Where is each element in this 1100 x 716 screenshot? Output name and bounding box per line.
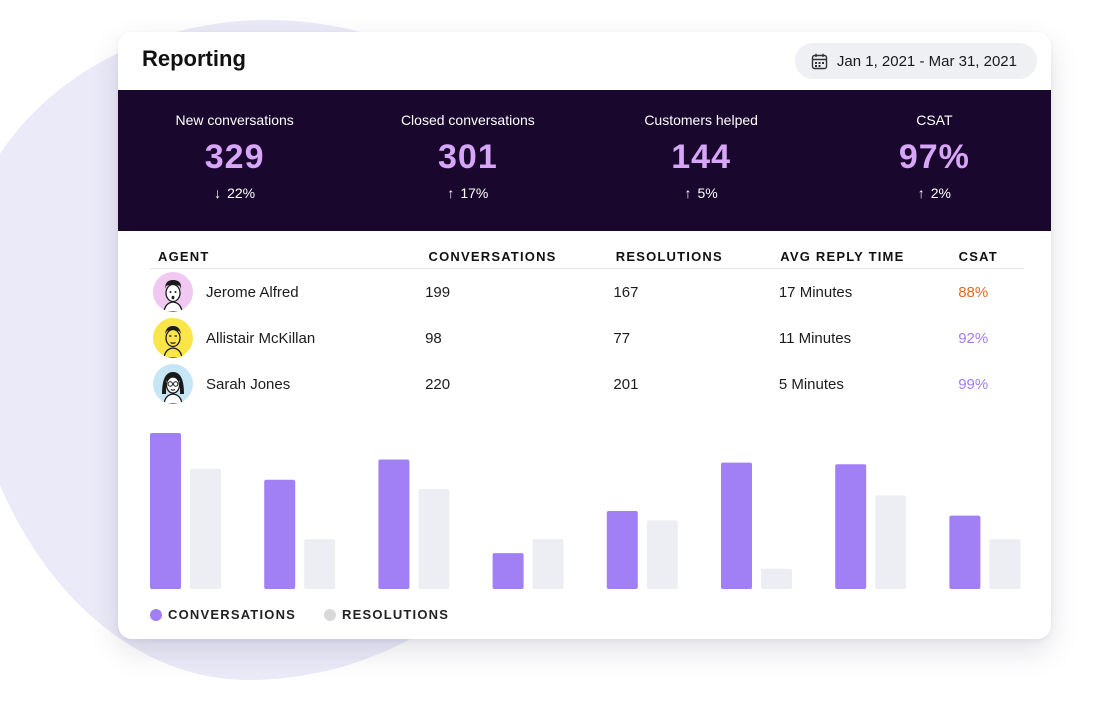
bar-conversations-8: [949, 515, 981, 589]
resolutions-cell: 77: [613, 329, 631, 347]
agent-name: Jerome Alfred: [206, 283, 299, 301]
bar-resolutions-3: [418, 489, 450, 589]
column-header-resolutions[interactable]: RESOLUTIONS: [615, 248, 723, 264]
stat-csat: CSAT 97% ↑ 2%: [818, 90, 1051, 231]
legend-dot-conversations: [150, 608, 162, 621]
table-row[interactable]: Sarah Jones 220 201 5 Minutes 99%: [150, 361, 1024, 407]
agent-name: Sarah Jones: [206, 375, 291, 393]
stat-label: CSAT: [916, 112, 953, 128]
resolutions-cell: 167: [613, 283, 639, 301]
stat-change-value: 17%: [460, 185, 489, 201]
bar-resolutions-4: [532, 539, 564, 589]
date-range-label: Jan 1, 2021 - Mar 31, 2021: [836, 52, 1017, 70]
bar-resolutions-1: [190, 468, 221, 589]
legend-dot-resolutions: [324, 608, 337, 621]
avg-reply-cell: 17 Minutes: [778, 283, 853, 301]
stat-value: 301: [438, 138, 498, 176]
table-row[interactable]: Jerome Alfred 199 167 17 Minutes 88%: [150, 269, 1024, 315]
column-header-agent[interactable]: AGENT: [158, 248, 210, 264]
conversations-cell: 98: [425, 329, 442, 347]
stat-value: 144: [671, 138, 731, 176]
bar-conversations-2: [264, 479, 296, 589]
column-header-conversations[interactable]: CONVERSATIONS: [428, 248, 557, 264]
resolutions-cell: 201: [613, 375, 639, 393]
bar-resolutions-8: [989, 539, 1021, 589]
legend-label: RESOLUTIONS: [342, 607, 450, 622]
bar-conversations-1: [150, 433, 181, 589]
arrow-up-icon: ↑: [684, 185, 692, 201]
calendar-icon: [811, 53, 828, 70]
bar-conversations-4: [492, 553, 524, 589]
legend-item-resolutions[interactable]: RESOLUTIONS: [324, 607, 449, 622]
bar-conversations-3: [378, 459, 410, 589]
legend-label: CONVERSATIONS: [168, 607, 297, 622]
arrow-up-icon: ↑: [447, 185, 455, 201]
avg-reply-cell: 11 Minutes: [778, 329, 852, 347]
csat-cell: 92%: [958, 329, 989, 347]
conversations-cell: 199: [425, 283, 451, 301]
legend-item-conversations[interactable]: CONVERSATIONS: [150, 607, 296, 622]
stat-change: ↑ 17%: [351, 185, 584, 201]
bar-resolutions-5: [646, 520, 678, 589]
card-header: Reporting Jan 1, 2021 - Mar 31, 2021: [118, 32, 1051, 90]
avatar: [153, 318, 193, 358]
agents-table: AGENT CONVERSATIONS RESOLUTIONS AVG REPL…: [150, 244, 1024, 407]
avatar: [153, 364, 193, 404]
bar-conversations-5: [606, 511, 638, 589]
reporting-card: Reporting Jan 1, 2021 - Mar 31, 2021: [118, 32, 1051, 639]
csat-cell: 88%: [958, 283, 989, 301]
bar-resolutions-7: [875, 495, 907, 589]
bar-conversations-6: [721, 462, 752, 589]
avatar: [153, 272, 193, 312]
stat-label: New conversations: [175, 112, 294, 128]
table-row[interactable]: Allistair McKillan 98 77 11 Minutes 92%: [150, 315, 1024, 361]
stat-value: 97%: [898, 138, 970, 176]
stats-banner: New conversations 329 ↓ 22% Closed conver…: [118, 90, 1051, 231]
conversations-cell: 220: [425, 375, 451, 393]
stat-change: ↑ 2%: [818, 185, 1051, 201]
agent-cell: Allistair McKillan: [150, 318, 425, 358]
stat-value: 329: [204, 138, 265, 176]
column-header-avg-reply-time[interactable]: AVG REPLY TIME: [780, 248, 905, 264]
date-range-picker[interactable]: Jan 1, 2021 - Mar 31, 2021: [794, 43, 1037, 79]
agent-cell: Jerome Alfred: [150, 272, 425, 312]
stat-change-value: 2%: [930, 185, 951, 201]
agent-cell: Sarah Jones: [150, 364, 425, 404]
avg-reply-cell: 5 Minutes: [778, 375, 844, 393]
stat-change: ↓ 22%: [118, 185, 351, 201]
column-header-csat[interactable]: CSAT: [958, 248, 998, 264]
stat-change: ↑ 5%: [585, 185, 818, 201]
page-title: Reporting: [142, 46, 246, 71]
agent-name: Allistair McKillan: [206, 329, 316, 347]
stat-customers-helped: Customers helped 144 ↑ 5%: [585, 90, 818, 231]
csat-cell: 99%: [958, 375, 989, 393]
chart-legend: CONVERSATIONS RESOLUTIONS: [150, 607, 449, 622]
arrow-up-icon: ↑: [917, 185, 925, 201]
stat-change-value: 5%: [697, 185, 718, 201]
table-header: AGENT CONVERSATIONS RESOLUTIONS AVG REPL…: [150, 244, 1024, 269]
arrow-down-icon: ↓: [214, 185, 222, 201]
stat-closed-conversations: Closed conversations 301 ↑ 17%: [351, 90, 584, 231]
bar-resolutions-6: [761, 568, 792, 589]
bar-chart: [150, 433, 1021, 589]
bar-resolutions-2: [304, 539, 336, 589]
stat-new-conversations: New conversations 329 ↓ 22%: [118, 90, 351, 231]
bar-conversations-7: [835, 464, 867, 589]
stat-label: Customers helped: [644, 112, 758, 128]
stat-change-value: 22%: [227, 185, 256, 201]
stat-label: Closed conversations: [400, 112, 535, 128]
